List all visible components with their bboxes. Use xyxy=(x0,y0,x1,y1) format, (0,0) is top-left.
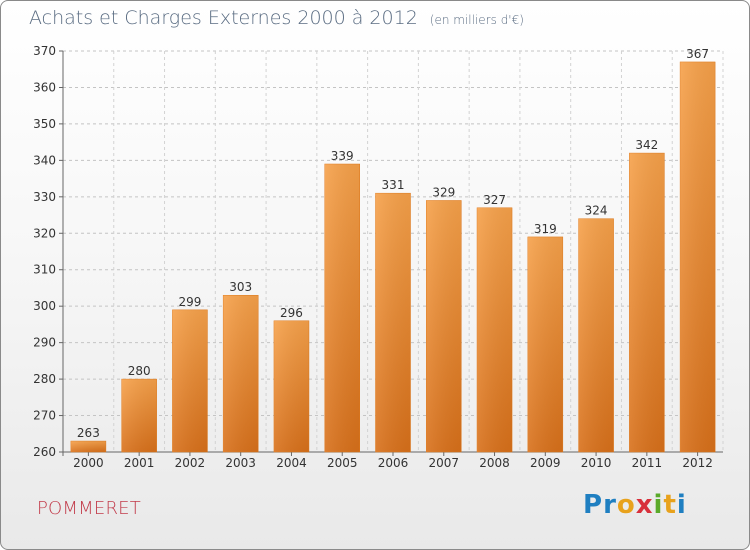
data-label: 329 xyxy=(432,185,455,199)
y-tick-label: 290 xyxy=(33,336,56,350)
data-label: 303 xyxy=(229,280,252,294)
y-tick-label: 300 xyxy=(33,299,56,313)
x-tick-label: 2011 xyxy=(632,456,663,470)
x-tick-label: 2000 xyxy=(73,456,104,470)
bar-shade xyxy=(629,153,665,452)
data-label: 339 xyxy=(331,149,354,163)
data-label: 367 xyxy=(686,47,709,61)
chart-subtitle: (en milliers d'€) xyxy=(429,13,524,27)
bar-shade xyxy=(477,207,513,452)
data-label: 263 xyxy=(77,426,100,440)
data-labels: 263 280 299 303 296 339 331 329 327 319 324 342 367 xyxy=(77,47,709,440)
bar-shade xyxy=(324,164,360,452)
bar-shade xyxy=(426,200,462,452)
y-tick-label: 340 xyxy=(33,153,56,167)
data-label: 280 xyxy=(128,364,151,378)
data-label: 324 xyxy=(585,204,608,218)
bar-shade xyxy=(223,295,259,452)
logo-letter: x xyxy=(635,490,654,520)
data-label: 299 xyxy=(178,295,201,309)
data-label: 327 xyxy=(483,193,506,207)
chart-title-text: Achats et Charges Externes 2000 à 2012 xyxy=(29,7,418,29)
logo-letter: t xyxy=(663,490,677,520)
logo-letter: i xyxy=(653,490,664,520)
data-label: 331 xyxy=(382,178,405,192)
x-tick-label: 2005 xyxy=(327,456,358,470)
bar-shade xyxy=(273,320,309,452)
logo-letter: r xyxy=(603,490,617,520)
bar-shade xyxy=(578,218,614,452)
y-tick-label: 280 xyxy=(33,372,56,386)
bar-shade xyxy=(375,193,411,452)
data-label: 342 xyxy=(635,138,658,152)
y-tick-label: 350 xyxy=(33,117,56,131)
x-tick-label: 2012 xyxy=(682,456,713,470)
bars xyxy=(70,61,716,453)
chart-title: Achats et Charges Externes 2000 à 2012 (e… xyxy=(29,7,524,29)
bar-shade xyxy=(70,441,106,452)
x-tick-label: 2004 xyxy=(276,456,307,470)
y-tick-label: 320 xyxy=(33,226,56,240)
data-label: 319 xyxy=(534,222,557,236)
data-label: 296 xyxy=(280,306,303,320)
proxiti-logo: Proxiti xyxy=(583,490,687,520)
x-tick-label: 2007 xyxy=(428,456,459,470)
y-tick-label: 360 xyxy=(33,80,56,94)
y-tick-label: 260 xyxy=(33,445,56,459)
commune-name: POMMERET xyxy=(37,498,141,519)
x-tick-label: 2001 xyxy=(124,456,155,470)
logo-letter: P xyxy=(583,490,604,520)
bar-shade xyxy=(121,379,157,452)
bar-shade xyxy=(172,309,208,452)
bar-shade xyxy=(527,236,563,452)
bar-shade xyxy=(680,61,716,452)
x-tick-label: 2002 xyxy=(175,456,206,470)
y-tick-label: 270 xyxy=(33,409,56,423)
x-tick-label: 2009 xyxy=(530,456,561,470)
logo-letter: o xyxy=(616,490,636,520)
y-tick-label: 370 xyxy=(33,44,56,58)
x-tick-label: 2010 xyxy=(581,456,612,470)
x-tick-label: 2006 xyxy=(378,456,409,470)
axes: 260 270 280 290 300 310 320 330 340 350 360 370 2000… xyxy=(33,44,723,470)
y-tick-label: 330 xyxy=(33,190,56,204)
y-tick-label: 310 xyxy=(33,263,56,277)
logo-letter: i xyxy=(676,490,687,520)
x-tick-label: 2003 xyxy=(225,456,256,470)
x-tick-label: 2008 xyxy=(479,456,510,470)
